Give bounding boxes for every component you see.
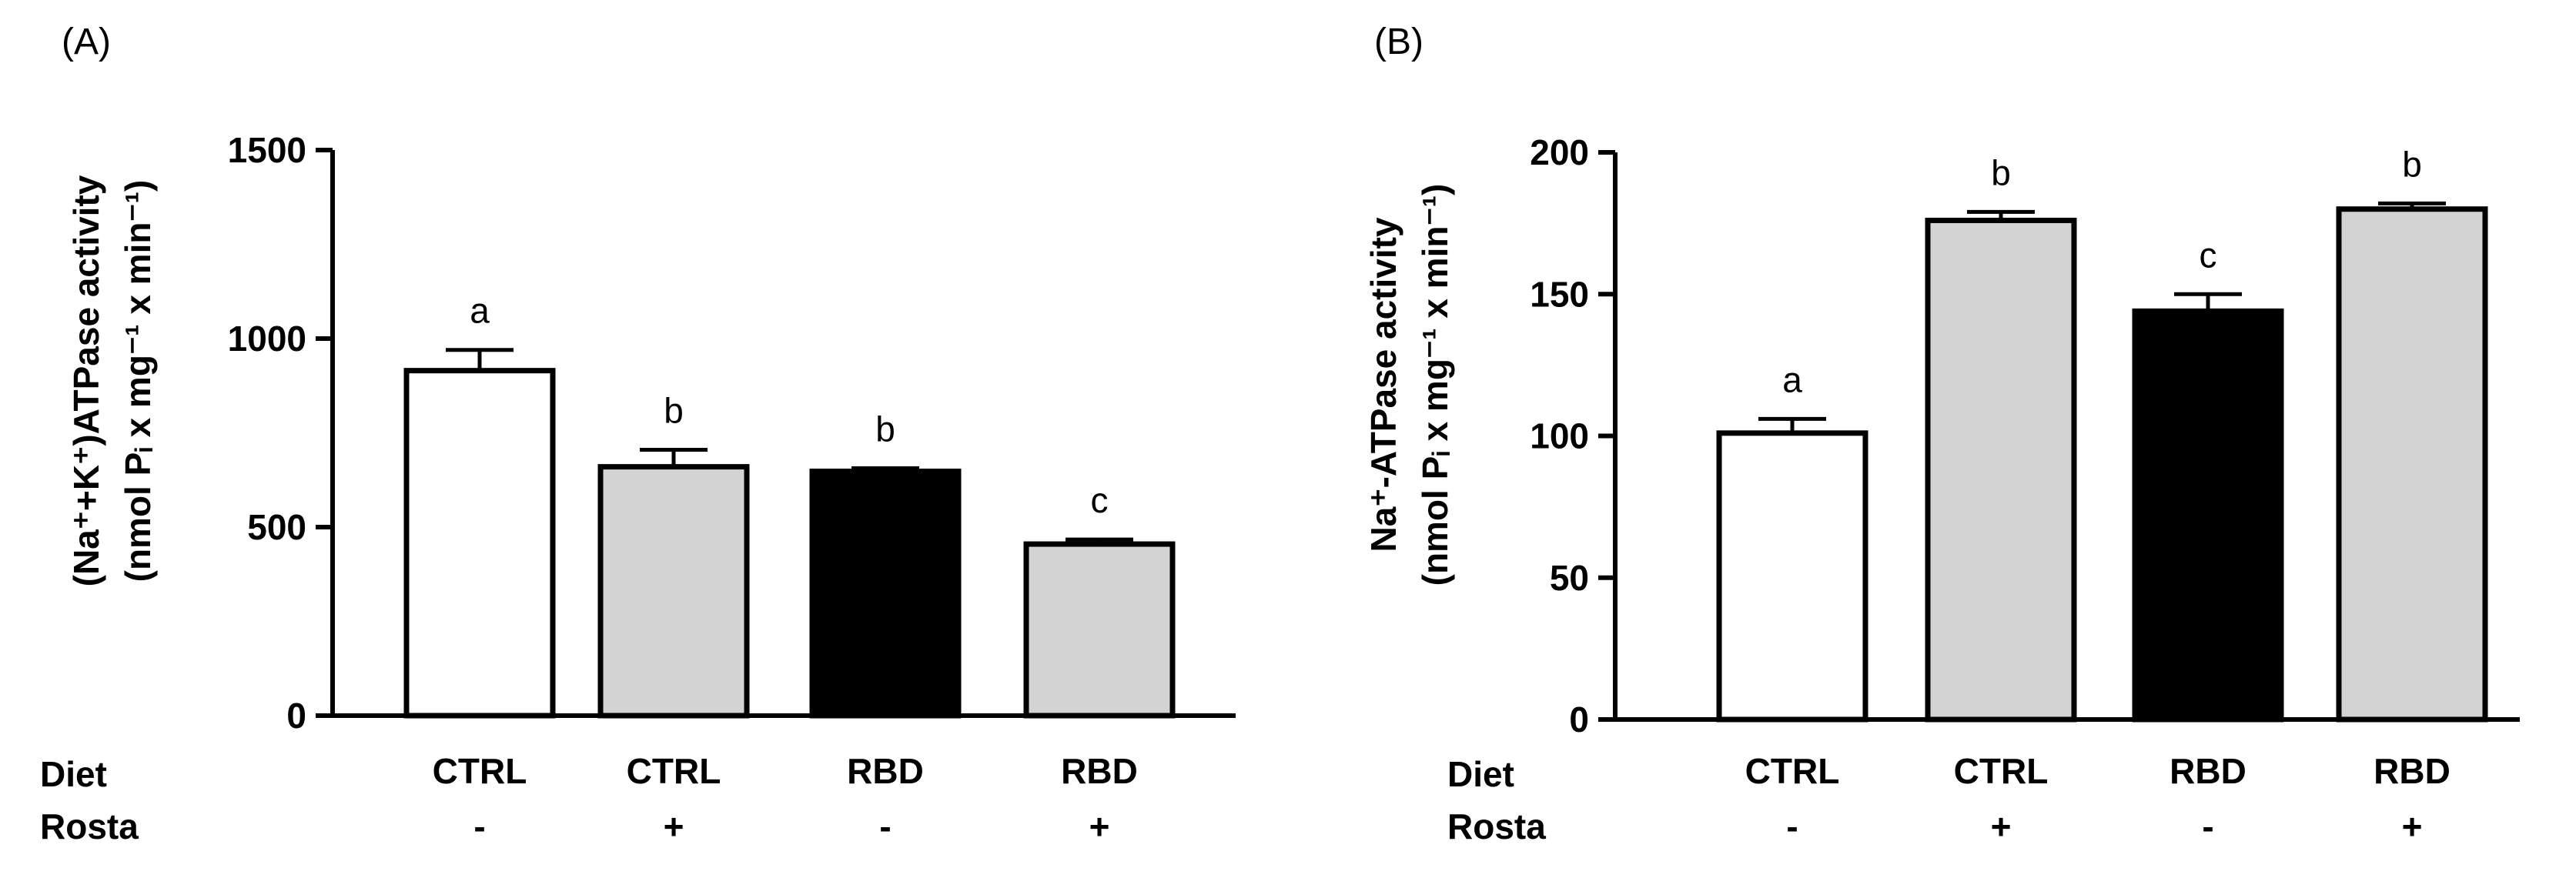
- panel-b: (B) Na⁺-ATPase activity (nmol Pᵢ x mg⁻¹ …: [1288, 0, 2576, 878]
- y-tick-label-a: 1000: [228, 319, 306, 359]
- significance-letter-a: b: [664, 391, 684, 431]
- significance-letter-a: b: [875, 409, 895, 449]
- rosta-label-b: -: [2202, 806, 2213, 846]
- diet-label-b: RBD: [2374, 751, 2451, 791]
- rosta-label-a: +: [1089, 806, 1110, 846]
- y-tick-label-b: 50: [1550, 558, 1589, 598]
- plot-area-a: 0 500 1000 1500 a CTRL - b CTRL + b RBD - c RBD +: [228, 130, 1236, 846]
- bar-b: [1925, 217, 2077, 723]
- significance-letter-b: a: [1782, 359, 1802, 399]
- diet-label-b: RBD: [2170, 751, 2246, 791]
- bar-b: [2336, 206, 2488, 723]
- panel-a: (A) (Na⁺+K⁺)ATPase activity (nmol Pᵢ x m…: [40, 22, 1236, 846]
- panel-label-a: (A): [62, 22, 111, 62]
- panel-label-b: (B): [1374, 22, 1423, 62]
- bar-b: [2132, 308, 2284, 723]
- significance-letter-b: b: [2402, 144, 2422, 184]
- plot-area-b: 0 50 100 150 200 a CTRL - b CTRL + c RBD - b RBD +: [1530, 132, 2520, 846]
- y-axis-label-b-line1: Na⁺-ATPase activity: [1363, 217, 1403, 552]
- y-tick-label-b: 150: [1530, 274, 1589, 314]
- chart-a: (A) (Na⁺+K⁺)ATPase activity (nmol Pᵢ x m…: [40, 22, 1236, 846]
- rosta-label-b: -: [1786, 806, 1798, 846]
- y-tick-label-a: 0: [286, 696, 306, 736]
- bar-a: [809, 468, 962, 719]
- rosta-label-a: -: [879, 806, 891, 846]
- y-axis-label-a-line1: (Na⁺+K⁺)ATPase activity: [66, 175, 106, 586]
- rosta-label-a: -: [473, 806, 485, 846]
- rosta-label-b: +: [2402, 806, 2423, 846]
- diet-label-a: RBD: [1061, 751, 1138, 791]
- y-tick-label-b: 100: [1530, 416, 1589, 456]
- row-label-rosta-b: Rosta: [1447, 806, 1546, 846]
- diet-label-b: CTRL: [1954, 751, 2049, 791]
- y-axis-label-b-line2: (nmol Pᵢ x mg⁻¹ x min⁻¹): [1415, 184, 1455, 586]
- bar-a: [1023, 541, 1176, 719]
- chart-b: (B) Na⁺-ATPase activity (nmol Pᵢ x mg⁻¹ …: [1363, 22, 2520, 846]
- significance-letter-b: c: [2200, 235, 2217, 275]
- y-axis-label-a-line2: (nmol Pᵢ x mg⁻¹ x min⁻¹): [118, 180, 158, 583]
- diet-label-a: CTRL: [627, 751, 721, 791]
- diet-label-b: CTRL: [1745, 751, 1840, 791]
- y-tick-label-a: 500: [247, 507, 306, 547]
- bar-b: [1716, 430, 1868, 723]
- y-tick-label-a: 1500: [228, 130, 306, 170]
- significance-letter-a: a: [470, 291, 490, 331]
- diet-label-a: RBD: [847, 751, 924, 791]
- y-tick-label-b: 0: [1569, 699, 1589, 739]
- bar-a: [403, 368, 556, 719]
- y-tick-label-b: 200: [1530, 132, 1589, 172]
- bar-a: [597, 464, 750, 719]
- rosta-label-b: +: [1991, 806, 2012, 846]
- rosta-label-a: +: [664, 806, 684, 846]
- row-label-diet-b: Diet: [1447, 754, 1514, 794]
- significance-letter-b: b: [1991, 152, 2011, 192]
- significance-letter-a: c: [1091, 480, 1109, 520]
- row-label-diet-a: Diet: [40, 754, 107, 794]
- row-label-rosta-a: Rosta: [40, 806, 139, 846]
- diet-label-a: CTRL: [433, 751, 527, 791]
